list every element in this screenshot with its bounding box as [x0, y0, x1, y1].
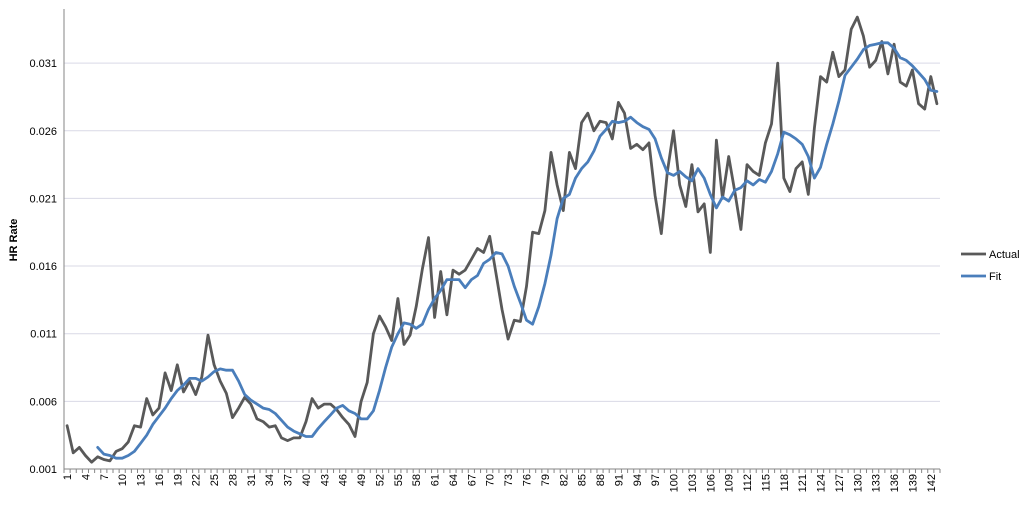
x-tick-label: 103: [687, 474, 699, 492]
x-tick-label: 46: [338, 474, 350, 486]
x-tick-label: 118: [779, 474, 791, 492]
x-tick-label: 88: [595, 474, 607, 486]
y-axis-ticks: 0.001 0.006 0.011 0.016 0.021 0.026 0.031: [29, 58, 57, 476]
x-tick-label: 16: [154, 474, 166, 486]
x-tick-label: 13: [136, 474, 148, 486]
x-tick-label: 70: [485, 474, 497, 486]
x-tick-label: 115: [760, 474, 772, 492]
x-tick-label: 127: [834, 474, 846, 492]
x-tick-label: 112: [742, 474, 754, 492]
x-tick-label: 124: [816, 474, 828, 492]
x-tick-label: 121: [797, 474, 809, 492]
y-tick-label: 0.016: [29, 261, 57, 273]
x-tick-label: 43: [319, 474, 331, 486]
x-tick-label: 40: [301, 474, 313, 486]
x-tick-label: 31: [246, 474, 258, 486]
x-tick-label: 76: [522, 474, 534, 486]
x-tick-label: 97: [650, 474, 662, 486]
x-tick-label: 37: [283, 474, 295, 486]
x-tick-label: 34: [264, 474, 276, 486]
x-tick-label: 55: [393, 474, 405, 486]
x-tick-label: 7: [99, 474, 111, 480]
x-tick-label: 139: [907, 474, 919, 492]
x-tick-label: 49: [356, 474, 368, 486]
legend-label-fit: Fit: [989, 271, 1001, 283]
y-tick-label: 0.011: [30, 329, 57, 341]
x-tick-label: 4: [80, 474, 92, 480]
x-tick-label: 64: [448, 474, 460, 486]
x-tick-label: 100: [669, 474, 681, 492]
series-lines: [65, 15, 939, 464]
x-tick-label: 94: [632, 474, 644, 486]
x-tick-label: 109: [724, 474, 736, 492]
series-line-fit: [96, 41, 939, 460]
x-tick-label: 61: [430, 474, 442, 486]
x-tick-label: 85: [577, 474, 589, 486]
x-tick-label: 67: [466, 474, 478, 486]
series-line-actual: [65, 15, 939, 464]
y-tick-label: 0.006: [29, 396, 57, 408]
x-tick-label: 22: [191, 474, 203, 486]
y-tick-label: 0.026: [29, 126, 57, 138]
legend-label-actual: Actual: [989, 249, 1020, 261]
x-tick-label: 10: [117, 474, 129, 486]
x-tick-label: 91: [613, 474, 625, 486]
x-tick-label: 28: [227, 474, 239, 486]
x-tick-label: 73: [503, 474, 515, 486]
y-tick-label: 0.031: [29, 58, 57, 70]
x-tick-label: 79: [540, 474, 552, 486]
x-tick-label: 130: [852, 474, 864, 492]
y-axis-label: HR Rate: [8, 219, 20, 262]
x-tick-label: 58: [411, 474, 423, 486]
x-tick-label: 133: [871, 474, 883, 492]
x-tick-label: 25: [209, 474, 221, 486]
gridlines: [64, 62, 940, 402]
x-tick-label: 142: [926, 474, 938, 492]
x-tick-label: 82: [558, 474, 570, 486]
x-tick-label: 106: [705, 474, 717, 492]
x-axis-ticks: 1 4 7 10 13 16 19 22 25 28 31 34 37 40 43 46 49 52 55 58 61 6…: [62, 469, 941, 492]
x-tick-label: 19: [172, 474, 184, 486]
legend: Actual Fit: [961, 249, 1020, 283]
x-tick-label: 136: [889, 474, 901, 492]
x-tick-label: 1: [62, 474, 74, 480]
x-tick-label: 52: [374, 474, 386, 486]
y-tick-label: 0.001: [29, 464, 57, 476]
y-tick-label: 0.021: [29, 193, 57, 205]
